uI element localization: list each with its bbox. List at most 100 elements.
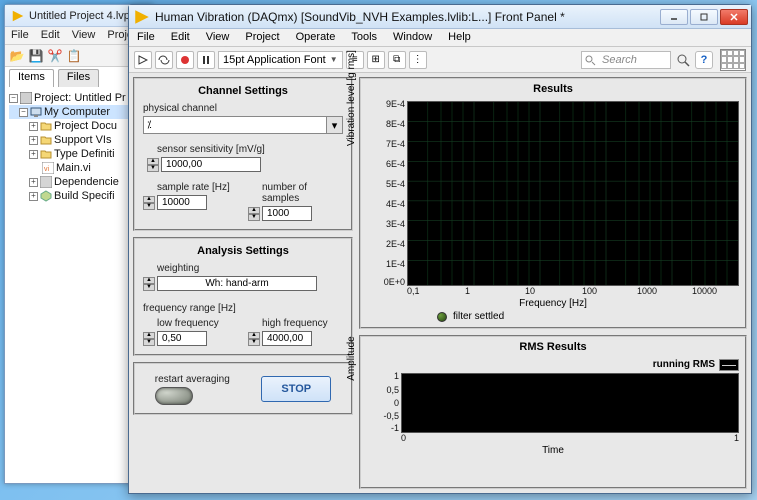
reorder-button[interactable]: ⋮ [409,51,427,69]
fp-title-text: Human Vibration (DAQmx) [SoundVib_NVH Ex… [155,10,659,24]
distribute-button[interactable]: ⊞ [367,51,385,69]
menu-edit[interactable]: Edit [163,29,198,46]
close-button[interactable] [720,9,748,25]
rms-results-panel: RMS Results running RMS Amplitude 1 0,5 … [359,335,747,489]
font-selector[interactable]: 15pt Application Font▼ [218,51,343,69]
run-button[interactable] [134,51,152,69]
expander-icon[interactable]: + [29,122,38,131]
results-xticks: 0,1 1 10 100 1000 10000 [407,286,739,298]
stop-button[interactable]: STOP [261,376,331,402]
maximize-button[interactable] [690,9,718,25]
sample-rate-label: sample rate [Hz] [143,182,238,193]
toolbar-icon[interactable]: 📋 [66,48,82,64]
proj-menu-edit[interactable]: Edit [35,27,66,44]
rms-xticks: 0 1 [401,433,739,445]
menu-operate[interactable]: Operate [288,29,344,46]
num-samples-label: number of samples [248,182,343,204]
rms-chart[interactable] [401,373,739,433]
weighting-value[interactable]: Wh: hand-arm [157,276,317,291]
pause-button[interactable] [197,51,215,69]
tree-my-computer[interactable]: My Computer [44,106,110,118]
sample-rate-value[interactable]: 10000 [157,195,207,210]
project-title-text: Untitled Project 4.lvproj [29,10,142,22]
num-samples-input[interactable]: ▲▼1000 [248,206,343,221]
search-input[interactable]: Search [581,51,671,69]
fp-titlebar[interactable]: Human Vibration (DAQmx) [SoundVib_NVH Ex… [129,5,751,29]
toolbar-icon[interactable]: 💾 [28,48,44,64]
toolbar-icon[interactable]: 📂 [9,48,25,64]
menu-window[interactable]: Window [385,29,440,46]
proj-menu-view[interactable]: View [66,27,102,44]
sensitivity-input[interactable]: ▲▼ 1000,00 [143,157,343,172]
sample-rate-input[interactable]: ▲▼10000 [143,195,238,210]
spin-down-icon[interactable]: ▼ [143,284,155,291]
physical-channel-combo[interactable]: ⁒▾ [143,116,343,134]
control-panel: restart averaging STOP [133,362,353,415]
menu-project[interactable]: Project [237,29,287,46]
spin-up-icon[interactable]: ▲ [147,158,159,165]
results-yticks: 9E-4 8E-4 7E-4 6E-4 5E-4 4E-4 3E-4 2E-4 … [379,101,407,286]
tree-item[interactable]: Main.vi [56,162,91,174]
sensitivity-value[interactable]: 1000,00 [161,157,261,172]
minimize-button[interactable] [660,9,688,25]
spin-down-icon[interactable]: ▼ [248,214,260,221]
menu-view[interactable]: View [198,29,238,46]
spin-down-icon[interactable]: ▼ [147,165,159,172]
proj-menu-file[interactable]: File [5,27,35,44]
expander-icon[interactable]: + [29,192,38,201]
spin-up-icon[interactable]: ▲ [248,207,260,214]
build-icon [40,190,52,202]
tree-item[interactable]: Build Specifi [54,190,115,202]
tab-items[interactable]: Items [9,69,54,87]
menu-file[interactable]: File [129,29,163,46]
spin-down-icon[interactable]: ▼ [143,339,155,346]
results-chart[interactable] [407,101,739,286]
search-go-icon[interactable] [674,51,692,69]
spin-up-icon[interactable]: ▲ [143,277,155,284]
menu-help[interactable]: Help [440,29,479,46]
spin-up-icon[interactable]: ▲ [143,332,155,339]
spin-down-icon[interactable]: ▼ [143,203,155,210]
run-continuous-button[interactable] [155,51,173,69]
tree-item[interactable]: Project Docu [54,120,117,132]
tree-root[interactable]: Project: Untitled Pr [34,92,126,104]
filter-led-icon [437,312,447,322]
tree-item[interactable]: Support VIs [54,134,111,146]
high-freq-value[interactable]: 4000,00 [262,331,312,346]
fp-menubar[interactable]: File Edit View Project Operate Tools Win… [129,29,751,47]
expander-icon[interactable]: + [29,150,38,159]
restart-averaging-button[interactable] [155,387,193,405]
help-button[interactable]: ? [695,51,713,69]
tree-item[interactable]: Dependencie [54,176,119,188]
weighting-input[interactable]: ▲▼Wh: hand-arm [143,276,343,291]
folder-icon [40,148,52,160]
results-xlabel: Frequency [Hz] [367,298,739,309]
results-panel: Results Vibration level [g rms] 9E-4 8E-… [359,77,747,329]
low-freq-input[interactable]: ▲▼0,50 [143,331,238,346]
expander-icon[interactable]: + [29,178,38,187]
low-freq-value[interactable]: 0,50 [157,331,207,346]
spin-up-icon[interactable]: ▲ [143,196,155,203]
expander-icon[interactable]: − [9,94,18,103]
fp-toolbar[interactable]: 15pt Application Font▼ ≡ ⊞ ⧉ ⋮ Search ? [129,47,751,73]
labview-icon [133,8,151,26]
resize-button[interactable]: ⧉ [388,51,406,69]
menu-tools[interactable]: Tools [343,29,385,46]
expander-icon[interactable]: − [19,108,28,117]
toolbar-icon[interactable]: ✂️ [47,48,63,64]
vi-icon-editor[interactable] [720,49,746,71]
chevron-down-icon[interactable]: ▾ [326,117,342,133]
tab-files[interactable]: Files [58,69,99,87]
results-title: Results [367,83,739,95]
spin-down-icon[interactable]: ▼ [248,339,260,346]
high-freq-input[interactable]: ▲▼4000,00 [248,331,343,346]
rms-xlabel: Time [367,445,739,456]
deps-icon [40,176,52,188]
font-label: 15pt Application Font [223,54,326,66]
spin-up-icon[interactable]: ▲ [248,332,260,339]
tree-item[interactable]: Type Definiti [54,148,115,160]
abort-button[interactable] [176,51,194,69]
expander-icon[interactable]: + [29,136,38,145]
num-samples-value[interactable]: 1000 [262,206,312,221]
rms-title: RMS Results [367,341,739,353]
